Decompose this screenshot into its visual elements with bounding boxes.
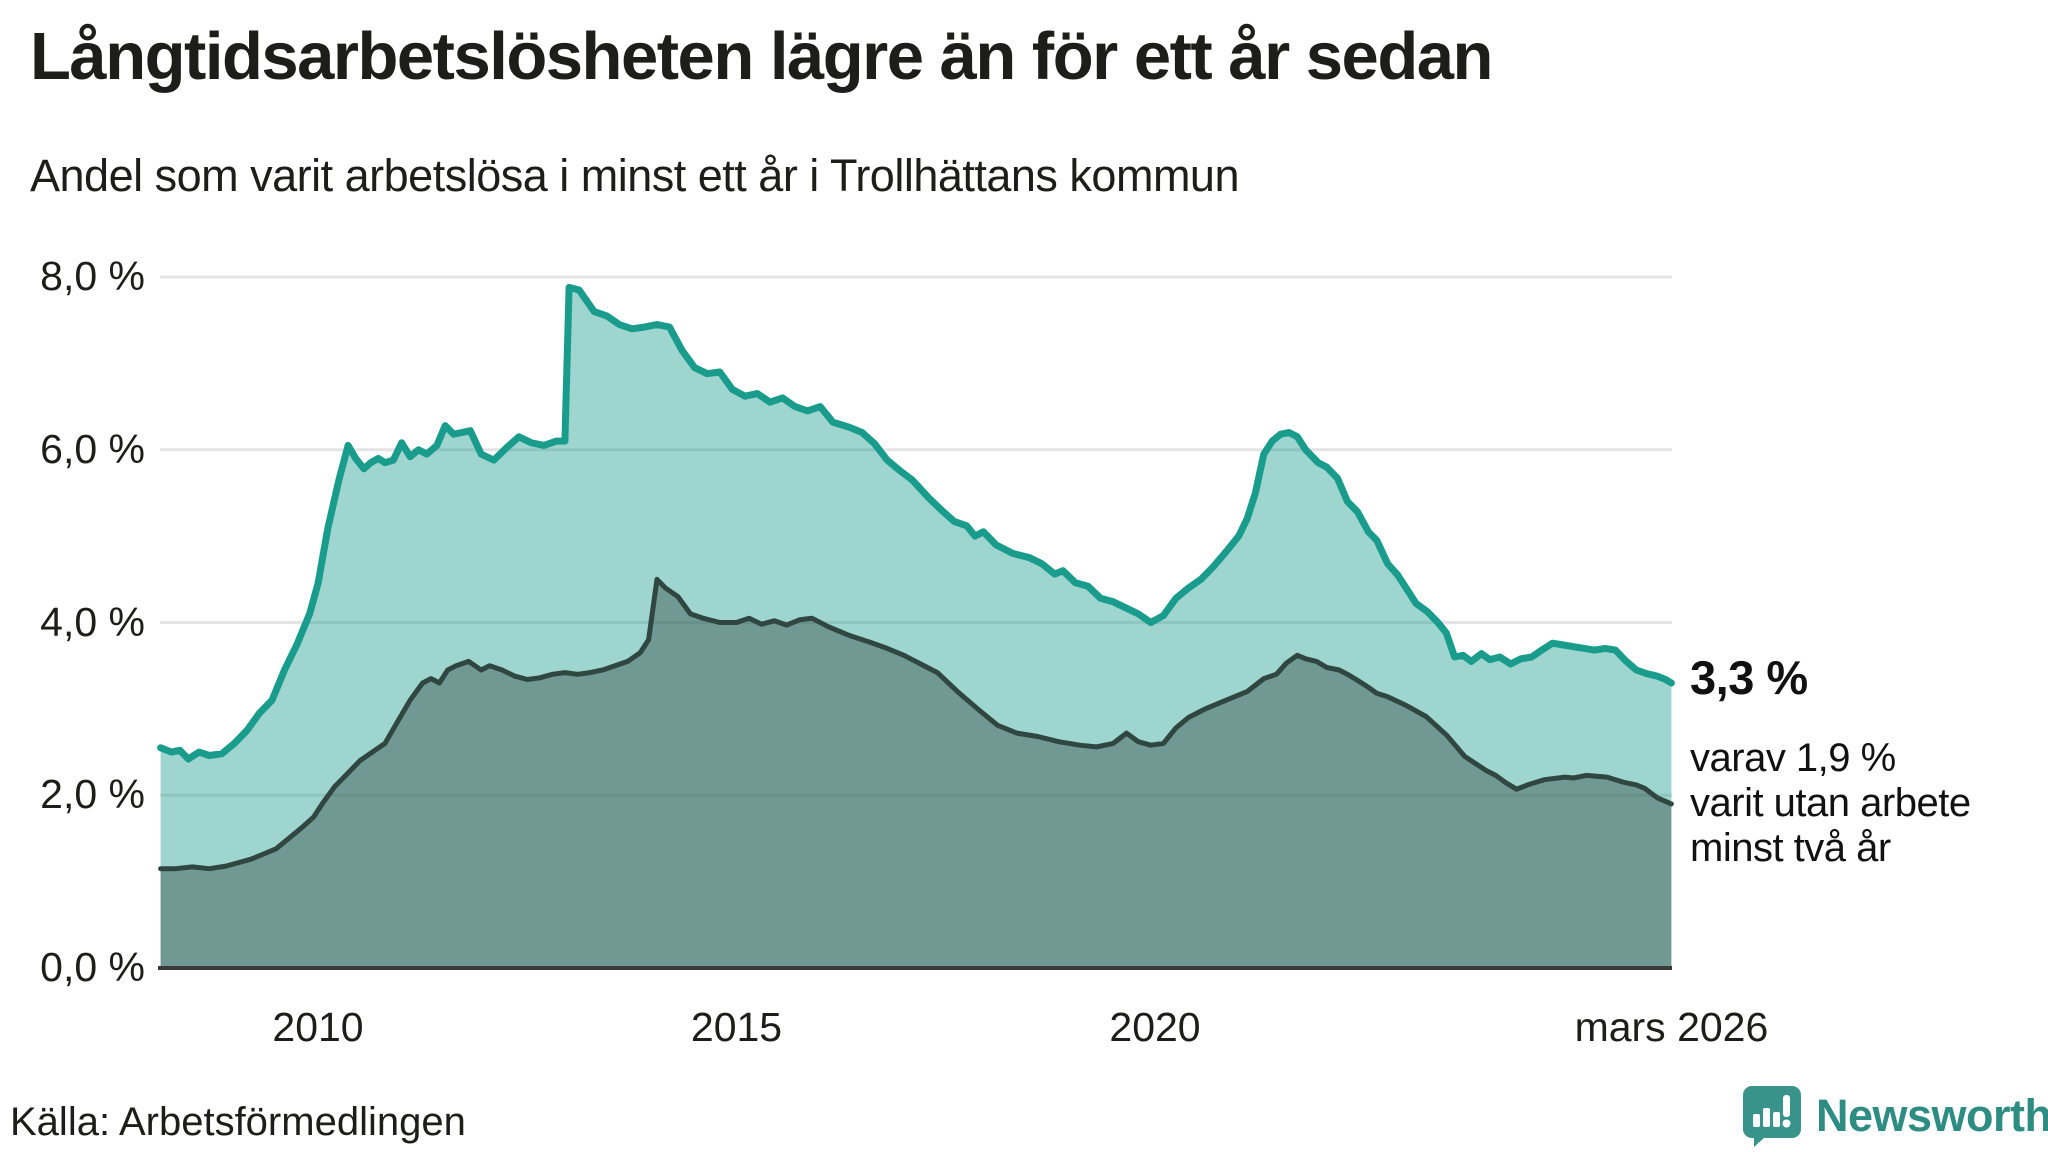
newsworthy-logo: Newsworthy — [1742, 1084, 2048, 1148]
secondary-line-2: varit utan arbete — [1690, 781, 1971, 826]
page-title: Långtidsarbetslösheten lägre än för ett … — [30, 19, 1493, 94]
y-tick-label: 8,0 % — [40, 253, 145, 299]
newsworthy-chart-icon — [1743, 1086, 1801, 1147]
x-tick-label: 2010 — [272, 1004, 364, 1050]
x-tick-label: 2015 — [690, 1004, 783, 1050]
y-tick-label: 4,0 % — [40, 598, 145, 645]
source-credit: Källa: Arbetsförmedlingen — [10, 1100, 466, 1144]
latest-value-label: 3,3 % — [1690, 651, 1808, 704]
y-tick-label: 2,0 % — [40, 771, 145, 818]
secondary-line-3: minst två år — [1690, 826, 1891, 871]
x-tick-label: mars 2026 — [1574, 1004, 1769, 1050]
secondary-value-label: varav 1,9 % varit utan arbete minst två … — [1690, 736, 2040, 872]
y-tick-label: 6,0 % — [40, 425, 145, 472]
y-tick-label: 0,0 % — [40, 944, 145, 990]
secondary-line-1: varav 1,9 % — [1690, 736, 1896, 780]
x-tick-label: 2020 — [1109, 1004, 1201, 1050]
newsworthy-wordmark: Newsworthy — [1816, 1090, 2048, 1141]
chart-subtitle: Andel som varit arbetslösa i minst ett å… — [30, 150, 1240, 201]
